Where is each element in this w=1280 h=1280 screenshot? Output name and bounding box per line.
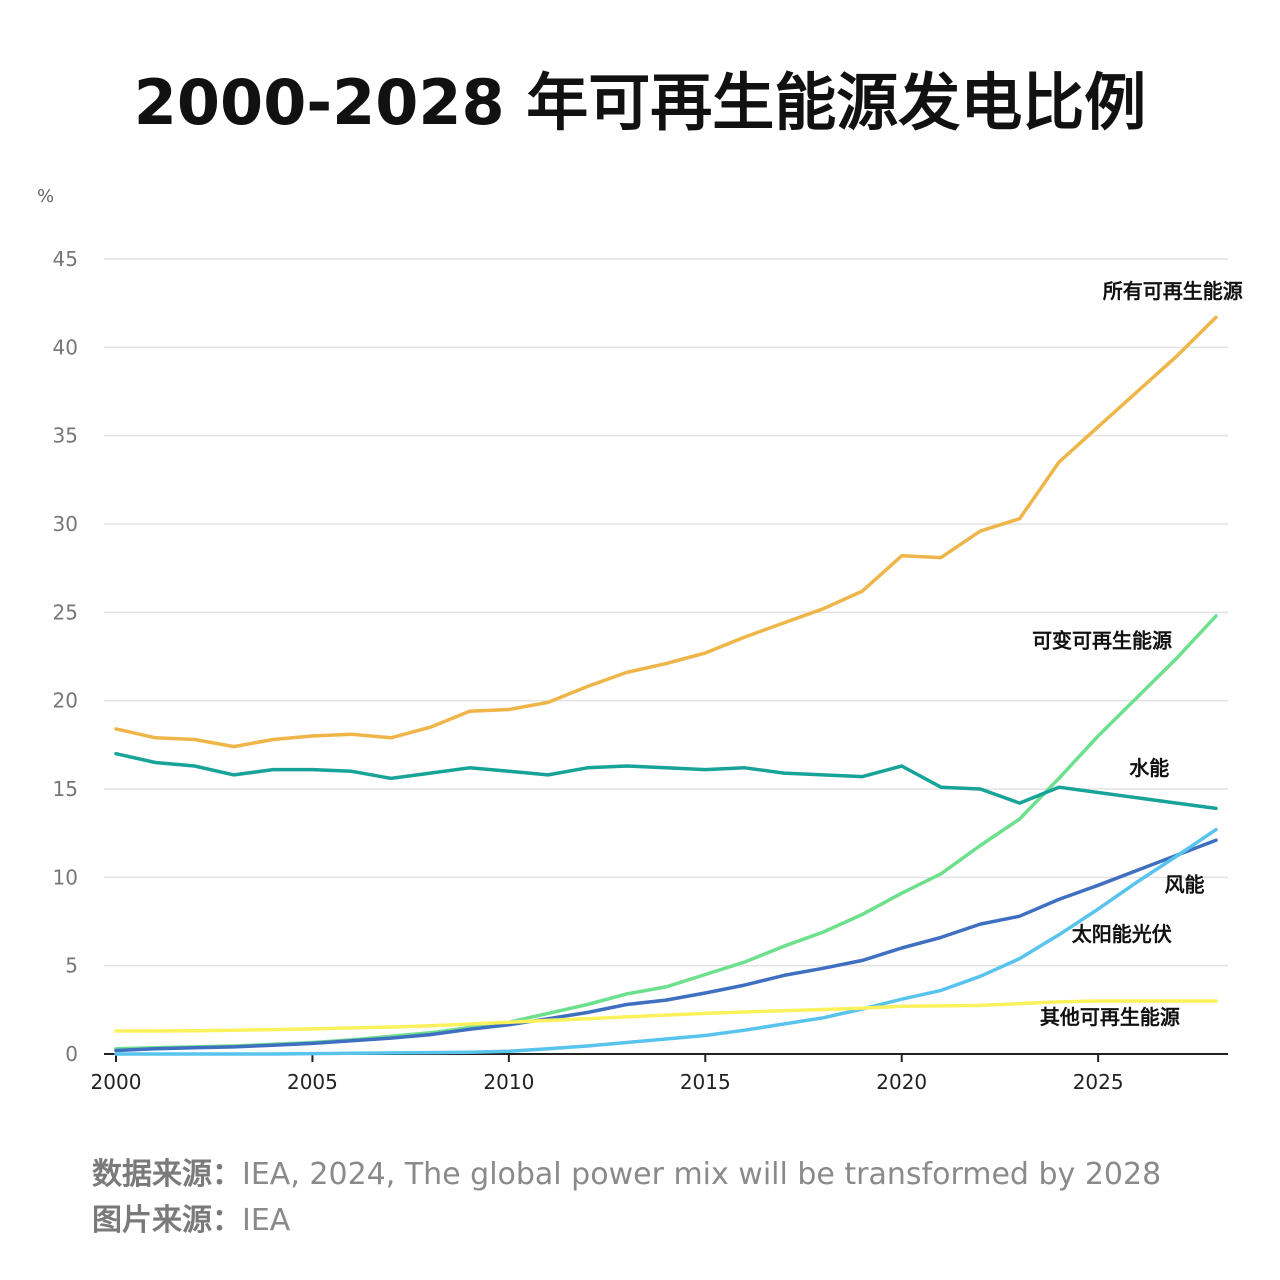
x-tick-label: 2010 [483, 1070, 534, 1094]
series-lines [114, 315, 1218, 1056]
x-tick-label: 2015 [680, 1070, 731, 1094]
x-tick-label: 2005 [287, 1070, 338, 1094]
y-tick-label: 5 [65, 954, 78, 978]
y-tick-label: 40 [53, 335, 78, 359]
data-source-text: IEA, 2024, The global power mix will be … [242, 1157, 1162, 1192]
footer: 数据来源：IEA, 2024, The global power mix wil… [92, 1152, 1161, 1244]
image-source-text: IEA [242, 1203, 291, 1238]
series-label-0: 所有可再生能源 [1103, 279, 1243, 303]
chart-title: 2000-2028 年可再生能源发电比例 [133, 66, 1147, 139]
series-label-3: 风能 [1165, 872, 1205, 896]
series-label-5: 其他可再生能源 [1040, 1005, 1180, 1029]
y-tick-label: 25 [53, 600, 78, 624]
image-source-label: 图片来源： [92, 1203, 242, 1238]
y-tick-label: 20 [53, 689, 78, 713]
series-label-1: 可变可再生能源 [1032, 629, 1172, 653]
x-tick-label: 2000 [91, 1070, 142, 1094]
gridlines [104, 258, 1228, 967]
series-line-4 [114, 827, 1218, 1056]
series-line-1 [114, 614, 1218, 1051]
series-line-3 [114, 838, 1218, 1053]
y-tick-label: 10 [53, 865, 78, 889]
data-source-line: 数据来源：IEA, 2024, The global power mix wil… [92, 1152, 1161, 1198]
y-tick-label: 45 [53, 247, 78, 271]
x-tick-label: 2025 [1073, 1070, 1124, 1094]
image-source-line: 图片来源：IEA [92, 1198, 1161, 1244]
x-tick-label: 2020 [876, 1070, 927, 1094]
series-line-0 [114, 315, 1218, 749]
y-tick-label: 30 [53, 512, 78, 536]
y-axis-unit-label: % [37, 186, 54, 207]
data-source-label: 数据来源： [92, 1157, 242, 1192]
y-axis-ticks: 0 5 10 15 20 25 30 35 40 45 [53, 247, 78, 1066]
y-tick-label: 15 [53, 777, 78, 801]
series-line-5 [114, 999, 1218, 1033]
x-axis: 2000 2005 2010 2015 2020 2025 [91, 1053, 1228, 1094]
y-tick-label: 35 [53, 424, 78, 448]
series-label-4: 太阳能光伏 [1072, 922, 1172, 946]
y-tick-label: 0 [65, 1042, 78, 1066]
series-label-2: 水能 [1129, 756, 1169, 780]
series-line-2 [114, 751, 1218, 811]
